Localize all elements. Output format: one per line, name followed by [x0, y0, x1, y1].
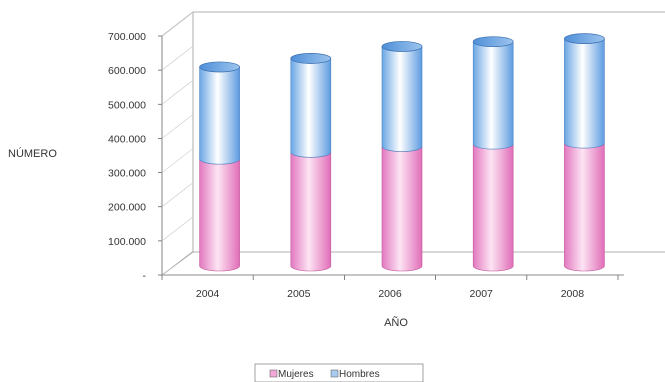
y-depth-line — [161, 114, 194, 139]
legend-label-mujeres: Mujeres — [278, 369, 314, 380]
x-tick-label: 2008 — [561, 288, 585, 300]
legend: Mujeres Hombres — [254, 363, 424, 382]
x-tick-label: 2007 — [470, 288, 494, 300]
y-axis-ticks: - 100.000 200.000 300.000 400.000 500.000 600.… — [108, 11, 194, 282]
y-tick-label: 100.000 — [108, 236, 146, 248]
legend-swatch-hombres — [330, 369, 339, 378]
bar-hombres-2006 — [381, 46, 423, 152]
y-depth-line — [161, 45, 194, 71]
legend-label-hombres: Hombres — [339, 369, 380, 380]
bar-mujeres-2007 — [472, 144, 514, 272]
y-tick-label: 200.000 — [108, 202, 146, 214]
bar-cap-2005 — [290, 53, 332, 64]
y-axis-title: NÚMERO — [8, 147, 57, 160]
y-tick-label: - — [143, 270, 147, 282]
x-axis-title: AÑO — [384, 316, 408, 329]
y-depth-line — [161, 80, 194, 105]
y-tick-label: 600.000 — [108, 65, 146, 77]
y-depth-line — [161, 182, 194, 207]
y-tick-label: 700.000 — [108, 31, 146, 43]
bar-mujeres-2004 — [199, 159, 240, 272]
bar-hombres-2008 — [564, 38, 605, 149]
y-depth-line — [161, 250, 194, 276]
bar-hombres-2005 — [290, 58, 332, 158]
y-tick-label: 400.000 — [108, 133, 146, 145]
y-depth-line — [161, 11, 194, 37]
bar-mujeres-2008 — [564, 142, 605, 272]
y-depth-line — [161, 216, 194, 242]
bar-mujeres-2006 — [381, 146, 423, 272]
bar-cap-2007 — [472, 36, 514, 48]
y-tick-label: 500.000 — [108, 99, 146, 111]
x-axis-ticks: 2004 2005 2006 2007 2008 — [161, 275, 619, 300]
legend-swatch-mujeres — [269, 369, 278, 378]
bar-cap-2004 — [199, 61, 240, 73]
bars — [199, 33, 605, 272]
y-depth-line — [161, 148, 194, 173]
x-tick-label: 2005 — [287, 288, 311, 300]
x-tick-label: 2004 — [196, 288, 220, 300]
y-tick-label: 300.000 — [108, 168, 146, 180]
bar-cap-2006 — [381, 41, 423, 52]
bar-hombres-2007 — [472, 41, 514, 150]
legend-box — [254, 363, 424, 382]
bar-cap-2008 — [564, 33, 605, 44]
bar-hombres-2004 — [199, 66, 240, 165]
x-tick-label: 2006 — [378, 288, 402, 300]
bar-mujeres-2005 — [290, 152, 332, 272]
